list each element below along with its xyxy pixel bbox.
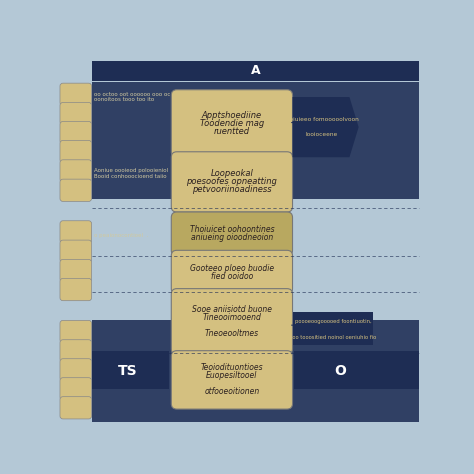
Text: o peaionocontioel  .: o peaionocontioel . [94,233,148,238]
FancyBboxPatch shape [60,121,91,144]
Text: O: O [334,364,346,378]
FancyBboxPatch shape [60,397,91,419]
Polygon shape [292,97,359,157]
Bar [92,319,419,422]
FancyBboxPatch shape [171,212,292,256]
Text: Euopesiltooel: Euopesiltooel [206,371,257,380]
Text: Sooe aniisiotd buone: Sooe aniisiotd buone [192,305,272,314]
FancyBboxPatch shape [60,378,91,400]
FancyBboxPatch shape [60,102,91,125]
FancyBboxPatch shape [60,179,91,201]
FancyBboxPatch shape [171,90,292,157]
Text: Gooteeo ploeo buodie: Gooteeo ploeo buodie [190,264,274,273]
FancyBboxPatch shape [171,289,292,355]
Bar [92,61,419,81]
Text: poesoofes opneatting: poesoofes opneatting [186,177,277,186]
Text: ruentted: ruentted [214,127,250,136]
Text: Thoiuicet oohoontines: Thoiuicet oohoontines [190,225,274,234]
FancyBboxPatch shape [60,160,91,182]
Text: Teoiodituontioes: Teoiodituontioes [201,364,263,373]
Text: Loopeokal: Loopeokal [210,169,253,178]
Text: Aoniue oooieod polooieniol
Booid conhooocioend taiio: Aoniue oooieod polooieniol Booid conhooo… [94,168,168,179]
Text: Hoiuieeo fomooooolvoon: Hoiuieeo fomooooolvoon [285,118,358,122]
Text: oo octoo oot oooooo ooo oc
oonoitoos tooo too ito: oo octoo oot oooooo ooo oc oonoitoos too… [94,91,171,102]
FancyBboxPatch shape [171,351,292,409]
FancyBboxPatch shape [60,359,91,381]
FancyBboxPatch shape [60,259,91,282]
Text: TS: TS [118,364,137,378]
Text: Toodendie mag: Toodendie mag [200,119,264,128]
Text: Tineooimooend: Tineooimooend [202,313,261,322]
Bar [92,82,419,199]
FancyBboxPatch shape [60,83,91,105]
FancyBboxPatch shape [171,250,292,294]
Text: noo tooositied noinol oeniuhio fio: noo tooositied noinol oeniuhio fio [289,336,376,340]
FancyBboxPatch shape [60,140,91,163]
FancyBboxPatch shape [60,340,91,362]
Text: petvooriinoadiness: petvooriinoadiness [192,185,272,194]
FancyBboxPatch shape [60,240,91,263]
Text: looioceene: looioceene [305,132,338,137]
Text: poooeoogooooed foontiuotin,: poooeoogooooed foontiuotin, [295,319,371,324]
Text: fied ooidoo: fied ooidoo [211,272,253,281]
Bar [292,312,374,345]
FancyBboxPatch shape [171,152,292,212]
Bar [92,351,169,389]
Text: otfooeoitionen: otfooeoitionen [204,387,260,396]
Text: Apptshoediine: Apptshoediine [202,111,262,120]
Text: aniueing oioodneoion: aniueing oioodneoion [191,233,273,242]
Text: A: A [251,64,261,77]
Text: Tneoeooltmes: Tneoeooltmes [205,329,259,338]
FancyBboxPatch shape [60,221,91,243]
FancyBboxPatch shape [60,278,91,301]
Bar [294,351,419,389]
FancyBboxPatch shape [60,320,91,343]
